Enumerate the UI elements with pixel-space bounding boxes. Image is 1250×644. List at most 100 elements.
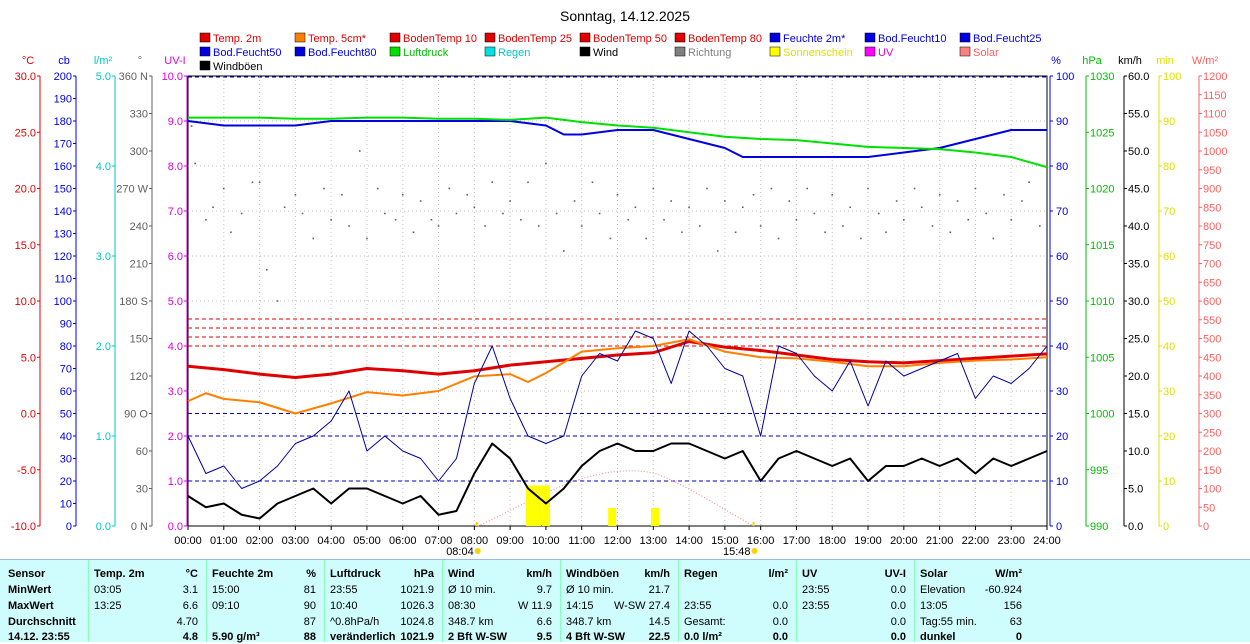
uv-tick-label: 9.0 xyxy=(168,116,183,128)
dir-tick-label: 120 xyxy=(130,371,148,383)
direction-point xyxy=(251,181,254,184)
x-tick-label: 17:00 xyxy=(783,535,811,547)
rain-tick-label: 5.0 xyxy=(96,71,111,83)
row-label: 14.12. 23:55 xyxy=(8,631,70,643)
temp-cell-label: 03:05 xyxy=(94,584,122,596)
x-tick-label: 05:00 xyxy=(353,535,381,547)
press-unit-label: hPa xyxy=(1082,55,1102,67)
hum-tick-label: 40 xyxy=(1056,341,1068,353)
solar-tick-label: 250 xyxy=(1203,427,1221,439)
direction-point xyxy=(770,187,773,190)
x-tick-label: 06:00 xyxy=(389,535,417,547)
direction-point xyxy=(652,187,655,190)
direction-point xyxy=(895,200,898,202)
temp-cell-value: 4.70 xyxy=(176,616,198,628)
direction-point xyxy=(258,181,261,184)
wind-tick-label: 20.0 xyxy=(1128,371,1149,383)
direction-point xyxy=(312,237,315,240)
rain-unit-label: l/m² xyxy=(94,55,113,67)
temp-unit-label: °C xyxy=(22,55,34,67)
hum-cell-label: 15:00 xyxy=(212,584,240,596)
wind-cell-label: 2 Bft W-SW xyxy=(448,631,508,643)
rain-tick-label: 3.0 xyxy=(96,251,111,263)
solar-tick-label: 700 xyxy=(1203,259,1221,271)
direction-point xyxy=(359,150,361,152)
gust-cell-value: 21.7 xyxy=(648,584,670,596)
legend-label: Regen xyxy=(498,47,530,59)
press-unit: hPa xyxy=(413,568,434,580)
row-label: Durchschnitt xyxy=(8,616,76,628)
dir-unit-label: ° xyxy=(138,55,142,67)
legend-swatch xyxy=(389,46,401,57)
legend-label: Temp. 5cm* xyxy=(308,33,367,45)
wind-unit-label: km/h xyxy=(1118,55,1142,67)
sun-tick-label: 30 xyxy=(1163,386,1175,398)
wind-tick-label: 50.0 xyxy=(1128,146,1149,158)
x-tick-label: 04:00 xyxy=(317,535,345,547)
solar-tick-label: 1050 xyxy=(1203,127,1227,139)
wind-cell-value: 9.5 xyxy=(536,631,552,643)
cb-tick-label: 80 xyxy=(60,341,72,353)
direction-point xyxy=(670,200,672,202)
x-tick-label: 12:00 xyxy=(604,535,632,547)
direction-point xyxy=(212,206,214,209)
solar-tick-label: 500 xyxy=(1203,334,1221,346)
solar-tick-label: 900 xyxy=(1203,184,1221,196)
dir-tick-label: 330 xyxy=(130,109,148,121)
x-tick-label: 21:00 xyxy=(926,535,954,547)
rain-tick-label: 0.0 xyxy=(96,521,111,533)
gust-cell-label: 348.7 km xyxy=(566,616,612,628)
uv-tick-label: 5.0 xyxy=(168,296,183,308)
legend-swatch xyxy=(389,32,401,43)
hum-cell-value: 87 xyxy=(303,616,316,628)
direction-point xyxy=(752,193,755,196)
direction-point xyxy=(1046,206,1048,209)
press-cell-label: 10:40 xyxy=(330,600,358,612)
cb-tick-label: 170 xyxy=(54,139,72,151)
direction-point xyxy=(699,225,701,227)
legend-label: Richtung xyxy=(688,47,731,59)
series-line-luftdruck xyxy=(188,116,1048,169)
temp-tick-label: 5.0 xyxy=(21,352,36,364)
direction-point xyxy=(580,225,583,227)
legend-swatch xyxy=(864,32,876,43)
legend-swatch xyxy=(769,32,781,43)
legend: Temp. 2m Temp. 5cm* BodenTemp 10 BodenTemp … xyxy=(199,32,1042,73)
summary-table: Sensor MinWert MaxWert Durchschnitt 14.12. 2… xyxy=(0,559,1250,643)
x-tick-label: 03:00 xyxy=(282,535,310,547)
solar-tick-label: 150 xyxy=(1203,465,1221,477)
cb-tick-label: 120 xyxy=(54,251,72,263)
hum-tick-label: 80 xyxy=(1056,161,1068,173)
solar-tick-label: 600 xyxy=(1203,296,1221,308)
temp-tick-label: 25.0 xyxy=(15,127,36,139)
dir-tick-label: 180 S xyxy=(119,296,148,308)
cb-tick-label: 40 xyxy=(60,431,72,443)
sunrise-label: 08:04 xyxy=(446,546,474,558)
dir-tick-label: 90 O xyxy=(124,409,148,421)
sun-tick-label: 10 xyxy=(1163,476,1175,488)
direction-point xyxy=(591,181,594,184)
press-tick-label: 990 xyxy=(1090,521,1108,533)
rain-cell-label: 23:55 xyxy=(684,600,712,612)
sun-unit-label: min xyxy=(1156,55,1174,67)
x-tick-label: 20:00 xyxy=(890,535,918,547)
direction-point xyxy=(806,187,808,190)
wind-header: Wind xyxy=(448,568,475,580)
direction-point xyxy=(430,218,433,221)
wind-tick-label: 35.0 xyxy=(1128,259,1149,271)
direction-point xyxy=(330,218,332,221)
x-tick-label: 01:00 xyxy=(210,535,238,547)
dir-tick-label: 0 N xyxy=(131,521,148,533)
press-cell-value: 1021.9 xyxy=(400,584,434,596)
direction-point xyxy=(645,237,647,240)
temp-tick-label: 15.0 xyxy=(15,240,36,252)
legend-swatch xyxy=(294,46,306,57)
hum-cell-value: 81 xyxy=(303,584,316,596)
wind-tick-label: 10.0 xyxy=(1128,446,1149,458)
direction-point xyxy=(323,187,325,190)
hum-tick-label: 0 xyxy=(1056,521,1062,533)
cb-tick-label: 140 xyxy=(54,206,72,218)
press-cell-label: veränderlich xyxy=(330,631,396,643)
direction-point xyxy=(716,250,719,252)
press-tick-label: 1010 xyxy=(1090,296,1114,308)
